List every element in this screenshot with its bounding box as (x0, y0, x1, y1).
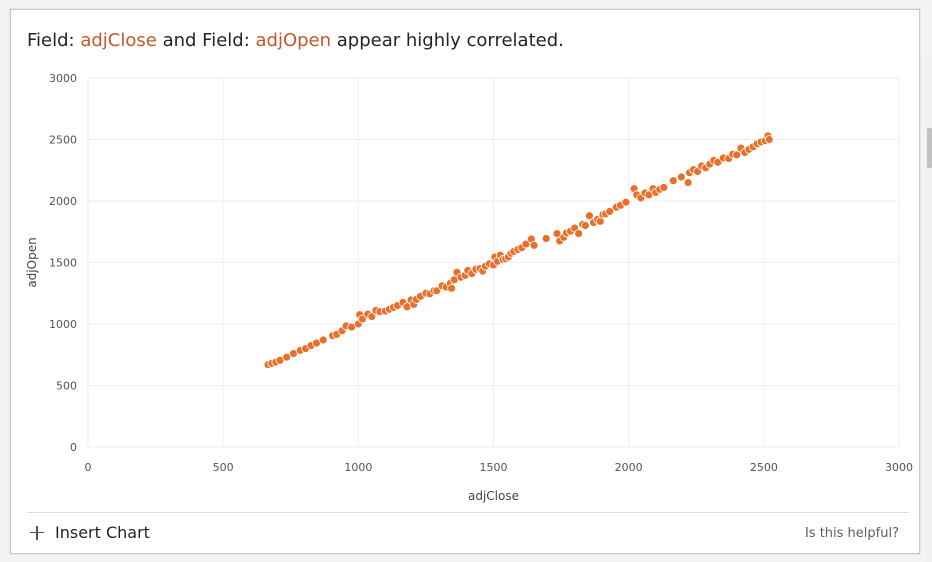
data-point[interactable] (605, 207, 615, 216)
insight-title: Field: adjClose and Field: adjOpen appea… (27, 30, 564, 51)
data-point[interactable] (581, 221, 590, 231)
y-tick-label: 0 (70, 441, 77, 454)
data-point[interactable] (432, 286, 442, 296)
scrollbar-thumb[interactable] (927, 128, 932, 168)
data-point[interactable] (668, 176, 678, 186)
x-tick-label: 3000 (885, 461, 913, 474)
field-adjopen[interactable]: adjOpen (255, 30, 332, 51)
y-tick-label: 1000 (49, 318, 77, 331)
x-tick-label: 2000 (615, 461, 643, 474)
data-point[interactable] (764, 135, 774, 144)
data-points (263, 131, 774, 369)
data-point[interactable] (574, 229, 584, 238)
insight-card: Field: adjClose and Field: adjOpen appea… (10, 9, 920, 554)
y-tick-label: 500 (56, 380, 77, 393)
x-tick-label: 2500 (750, 461, 778, 474)
data-point[interactable] (529, 240, 539, 250)
y-tick-label: 1500 (49, 257, 77, 270)
data-point[interactable] (367, 312, 377, 322)
data-point[interactable] (357, 314, 367, 324)
y-tick-label: 3000 (49, 72, 77, 85)
x-tick-label: 0 (85, 461, 92, 474)
data-point[interactable] (585, 211, 594, 221)
y-tick-label: 2000 (49, 195, 77, 208)
title-middle: and Field: (156, 30, 256, 51)
plus-icon (30, 525, 44, 540)
scatter-chart: 0 500 1000 1500 2000 2500 3000 0 500 1000 1500 2000… (25, 72, 913, 503)
x-axis-label: adjClose (468, 489, 519, 503)
data-point[interactable] (282, 352, 292, 362)
data-point[interactable] (676, 172, 686, 182)
tick-labels: 0 500 1000 1500 2000 2500 3000 0 500 1000 1500 2000… (49, 72, 913, 474)
title-suffix: appear highly correlated. (331, 30, 564, 51)
data-point[interactable] (621, 197, 631, 207)
data-point[interactable] (447, 283, 456, 293)
title-prefix: Field: (27, 30, 81, 51)
data-point[interactable] (318, 335, 328, 345)
insert-chart-button[interactable]: Insert Chart (30, 523, 150, 542)
data-point[interactable] (659, 183, 669, 192)
x-tick-label: 1000 (344, 461, 372, 474)
data-point[interactable] (732, 150, 742, 160)
scrollbar-track[interactable] (926, 56, 932, 562)
data-point[interactable] (683, 178, 693, 187)
insert-chart-label: Insert Chart (55, 523, 150, 542)
x-tick-label: 1500 (480, 461, 508, 474)
y-axis-label: adjOpen (25, 237, 39, 287)
helpful-link[interactable]: Is this helpful? (804, 526, 899, 541)
x-tick-label: 500 (213, 461, 234, 474)
data-point[interactable] (541, 234, 551, 243)
y-tick-label: 2500 (49, 134, 77, 147)
footer-divider (27, 512, 909, 513)
field-adjclose[interactable]: adjClose (80, 30, 157, 51)
